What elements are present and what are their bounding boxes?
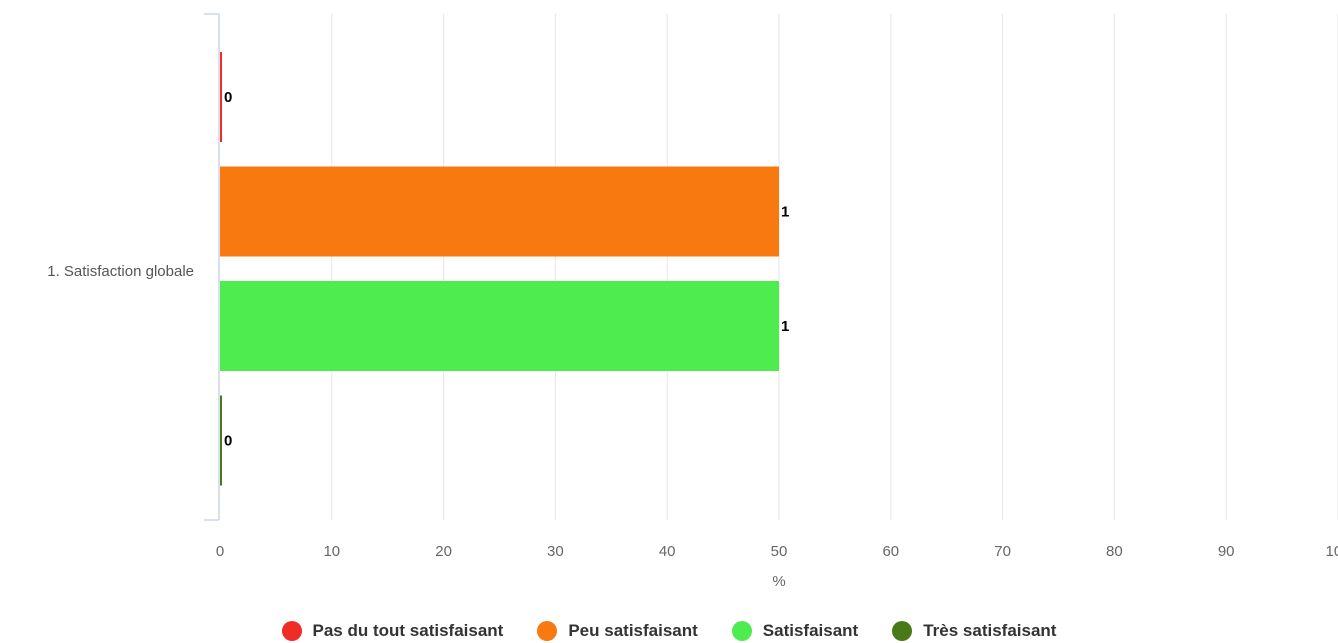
bars	[220, 52, 779, 486]
x-tick-label: 80	[1106, 543, 1123, 560]
data-label: 0	[224, 433, 232, 450]
data-labels: 0 1 1 0	[224, 89, 789, 450]
legend-item[interactable]: Très satisfaisant	[892, 621, 1056, 641]
data-label: 1	[781, 318, 789, 335]
bar-satisfaisant	[220, 281, 779, 371]
legend-label: Peu satisfaisant	[568, 621, 698, 640]
legend-marker	[892, 621, 913, 641]
data-label: 1	[781, 204, 789, 221]
x-tick-label: 90	[1218, 543, 1235, 560]
grid-lines	[331, 14, 1338, 520]
legend-marker	[281, 621, 302, 641]
category-label: 1. Satisfaction globale	[47, 263, 194, 280]
x-tick-label: 0	[216, 543, 224, 560]
x-tick-label: 60	[882, 543, 899, 560]
legend-item[interactable]: Pas du tout satisfaisant	[281, 621, 504, 641]
x-tick-label: 50	[771, 543, 788, 560]
x-tick-label: 30	[547, 543, 564, 560]
legend-label: Pas du tout satisfaisant	[312, 621, 504, 640]
data-label: 0	[224, 89, 232, 106]
x-tick-label: 100	[1325, 543, 1338, 560]
x-tick-labels: 0 10 20 30 40 50 60 70 80 90 100	[216, 543, 1338, 560]
bar-pas-du-tout-satisfaisant	[220, 52, 222, 142]
x-tick-label: 10	[323, 543, 340, 560]
x-tick-label: 40	[659, 543, 676, 560]
legend-label: Satisfaisant	[762, 621, 859, 640]
x-tick-label: 20	[435, 543, 452, 560]
bar-peu-satisfaisant	[220, 166, 779, 257]
x-axis-title: %	[772, 573, 785, 590]
bar-tr-s-satisfaisant	[220, 395, 222, 486]
legend-item[interactable]: Peu satisfaisant	[537, 621, 698, 641]
category-axis	[204, 13, 220, 521]
legend-marker	[537, 621, 558, 641]
legend-item[interactable]: Satisfaisant	[731, 621, 859, 641]
legend-marker	[731, 621, 752, 641]
legend: Pas du tout satisfaisant Peu satisfaisant…	[0, 620, 1338, 642]
x-tick-label: 70	[994, 543, 1011, 560]
legend-label: Très satisfaisant	[923, 621, 1057, 640]
